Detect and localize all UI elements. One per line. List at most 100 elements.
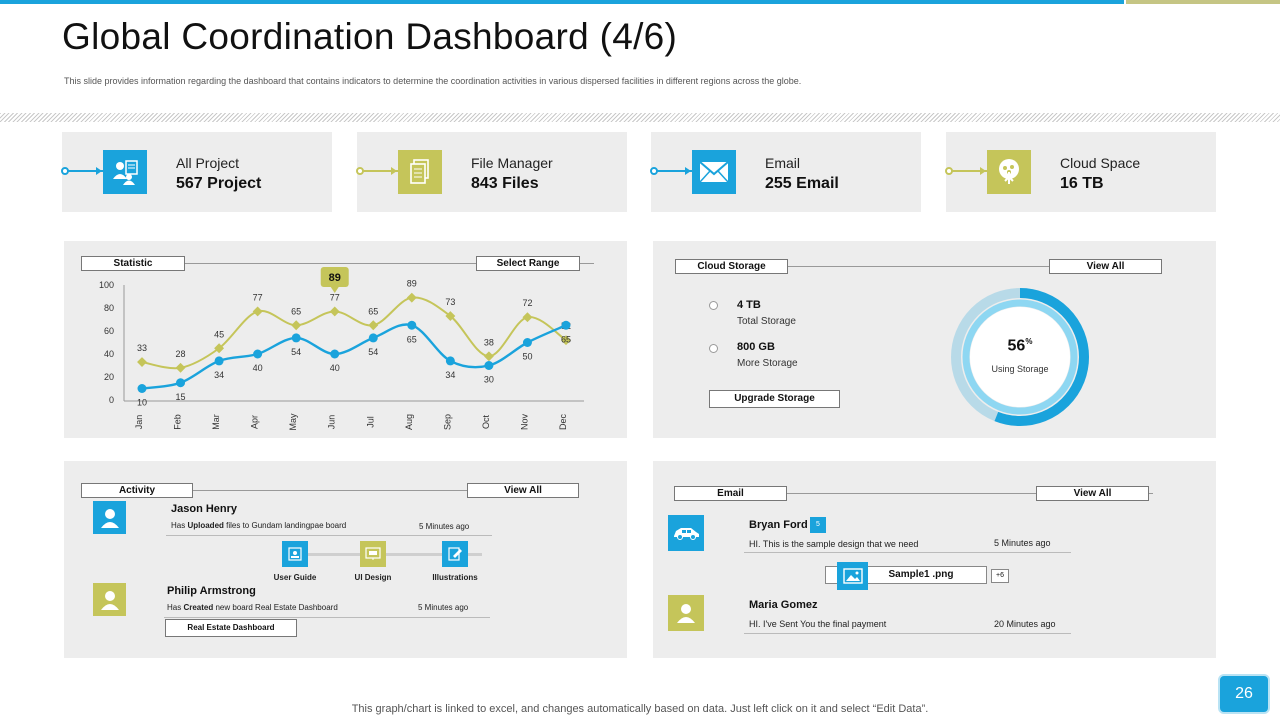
activity-time: 5 Minutes ago [419, 522, 470, 531]
data-label: 77 [253, 292, 263, 302]
data-label: 65 [407, 334, 417, 344]
unread-count-badge: 5 [810, 517, 826, 533]
peak-callout-pointer [330, 287, 339, 293]
x-tick-label: Dec [558, 414, 568, 431]
data-label: 65 [561, 334, 571, 344]
activity-panel: Activity View All Jason Henry Has Upload… [64, 461, 627, 658]
data-label: 54 [291, 347, 301, 357]
kpi-value: 567 Project [176, 175, 262, 192]
top-accent-bar-blue [0, 0, 1124, 4]
x-tick-label: Apr [250, 415, 260, 429]
data-point [406, 292, 417, 303]
avatar-philip-armstrong[interactable] [93, 583, 126, 616]
user-guide-icon[interactable] [282, 541, 308, 567]
data-point [252, 306, 263, 317]
car-avatar-icon[interactable] [668, 515, 704, 551]
data-label: 10 [137, 398, 147, 408]
data-label: 77 [330, 292, 340, 302]
data-label: 40 [253, 363, 263, 373]
data-label: 89 [407, 279, 417, 289]
kpi-value: 255 Email [765, 175, 839, 192]
data-label: 54 [368, 347, 378, 357]
ui-design-icon[interactable] [360, 541, 386, 567]
bullet-icon [709, 301, 718, 310]
data-point [176, 378, 186, 388]
data-point [407, 320, 417, 330]
storage-percent: 56% [1007, 337, 1033, 355]
kpi-label: Cloud Space [1060, 155, 1141, 171]
envelope-icon [692, 150, 736, 194]
data-point [445, 356, 455, 366]
activity-time: 5 Minutes ago [418, 603, 469, 612]
kpi-card-email[interactable]: Email 255 Email [650, 132, 921, 212]
y-tick-label: 100 [99, 280, 114, 290]
activity-action: Has Created new board Real Estate Dashbo… [167, 603, 338, 612]
data-label: 38 [484, 337, 494, 347]
email-panel: Email View All Bryan Ford 5 HI. This is … [653, 461, 1216, 658]
kpi-card-cloud-space[interactable]: Cloud Space 16 TB [945, 132, 1216, 212]
peak-callout [320, 267, 349, 287]
activity-user-name[interactable]: Jason Henry [171, 503, 238, 515]
x-tick-label: Sep [442, 414, 452, 430]
activity-user-name[interactable]: Philip Armstrong [167, 585, 256, 597]
y-tick-label: 80 [104, 303, 114, 313]
data-point [175, 362, 186, 373]
more-attachments-count[interactable]: +6 [991, 569, 1009, 583]
series-line-0 [141, 296, 567, 370]
data-point [445, 311, 456, 321]
email-preview[interactable]: HI. This is the sample design that we ne… [749, 539, 919, 549]
data-point [522, 312, 533, 323]
kpi-label: All Project [176, 155, 240, 171]
email-sender-name[interactable]: Bryan Ford [749, 519, 808, 531]
kpi-label: File Manager [471, 155, 553, 171]
bullet-icon [709, 344, 718, 353]
cloud-storage-title: Cloud Storage [675, 259, 788, 274]
footer-note: This graph/chart is linked to excel, and… [351, 703, 929, 715]
activity-title: Activity [81, 483, 193, 498]
email-sender-name[interactable]: Maria Gomez [749, 599, 818, 611]
y-tick-label: 0 [109, 395, 114, 405]
data-label: 73 [445, 297, 455, 307]
files-icon [398, 150, 442, 194]
data-label: 15 [176, 392, 186, 402]
data-label: 40 [330, 363, 340, 373]
avatar-jason-henry[interactable] [93, 501, 126, 534]
email-view-all-button[interactable]: View All [1036, 486, 1149, 501]
file-label: Illustrations [432, 573, 478, 582]
project-team-icon [103, 150, 147, 194]
data-point [330, 349, 340, 359]
data-point [484, 361, 494, 370]
data-point [483, 351, 494, 362]
select-range-button[interactable]: Select Range [476, 256, 580, 271]
data-label: 28 [176, 349, 186, 359]
data-label: 34 [214, 370, 224, 380]
activity-action: Has Uploaded files to Gundam landingpae … [171, 521, 347, 530]
x-tick-label: Nov [519, 414, 529, 431]
illustrations-icon[interactable] [442, 541, 468, 567]
x-tick-label: Oct [481, 415, 491, 430]
data-label: 45 [214, 329, 224, 339]
hatched-divider [0, 113, 1280, 122]
x-tick-label: Mar [211, 414, 221, 430]
data-point [214, 343, 225, 354]
x-tick-label: Jul [365, 416, 375, 428]
avatar-maria-gomez[interactable] [668, 595, 704, 631]
real-estate-dashboard-button[interactable]: Real Estate Dashboard [165, 619, 297, 637]
activity-view-all-button[interactable]: View All [467, 483, 579, 498]
data-point [329, 306, 340, 317]
file-label: User Guide [273, 573, 317, 582]
image-file-icon [837, 562, 868, 590]
data-label: 33 [137, 343, 147, 353]
y-tick-label: 20 [104, 372, 114, 382]
data-point [214, 356, 224, 366]
storage-usage-donut [951, 288, 1089, 426]
email-preview[interactable]: HI. I've Sent You the final payment [749, 619, 887, 629]
kpi-card-all-project[interactable]: All Project 567 Project [61, 132, 332, 212]
email-time: 20 Minutes ago [994, 619, 1056, 629]
upgrade-storage-button[interactable]: Upgrade Storage [709, 390, 840, 408]
cloud-storage-view-all-button[interactable]: View All [1049, 259, 1162, 274]
kpi-card-file-manager[interactable]: File Manager 843 Files [356, 132, 627, 212]
data-label: 34 [445, 370, 455, 380]
kpi-value: 16 TB [1060, 175, 1104, 192]
y-tick-label: 40 [104, 349, 114, 359]
